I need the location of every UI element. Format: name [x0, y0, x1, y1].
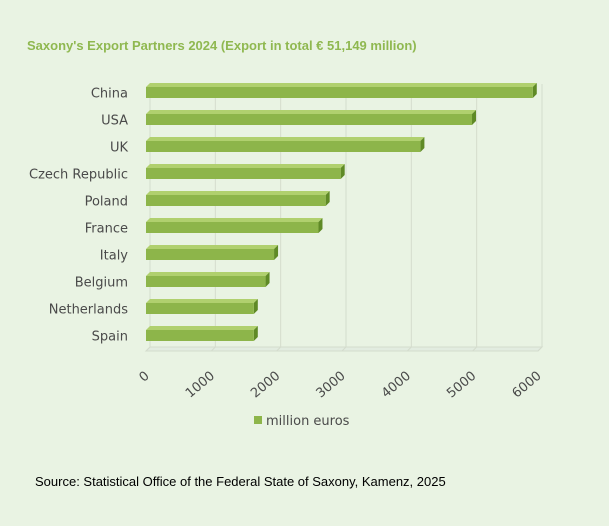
- gridline-depth: [406, 346, 412, 352]
- bar-top: [146, 83, 537, 87]
- category-label: China: [91, 87, 128, 102]
- bar-side: [274, 245, 279, 260]
- bar: [146, 303, 254, 314]
- category-label: Poland: [85, 195, 128, 210]
- x-tick-label: 1000: [183, 369, 218, 402]
- bar: [146, 141, 421, 152]
- gridline-depth: [276, 346, 282, 352]
- gridline-depth: [210, 346, 216, 352]
- gridline-depth: [341, 346, 347, 352]
- category-label: Belgium: [75, 276, 128, 291]
- gridline-depth: [145, 346, 151, 352]
- category-label: UK: [110, 141, 129, 156]
- x-tick-label: 2000: [248, 369, 283, 402]
- bar-side: [340, 164, 345, 179]
- bar-top: [146, 245, 279, 249]
- x-tick-label: 3000: [314, 369, 349, 402]
- bar-side: [472, 110, 477, 125]
- bar: [146, 168, 341, 179]
- legend-label: million euros: [266, 414, 350, 429]
- bar-side: [253, 299, 258, 314]
- x-tick-label: 5000: [444, 369, 479, 402]
- x-tick-label: 6000: [510, 369, 545, 402]
- chart-title: Saxony's Export Partners 2024 (Export in…: [27, 38, 417, 53]
- bar-top: [146, 164, 345, 168]
- bar: [146, 276, 266, 287]
- bar-top: [146, 191, 330, 195]
- bar-top: [146, 137, 425, 141]
- bar-side: [318, 218, 323, 233]
- gridline-depth: [537, 346, 543, 352]
- bar: [146, 114, 473, 125]
- bar-side: [325, 191, 330, 206]
- legend-swatch: [254, 416, 262, 424]
- category-label: Spain: [92, 330, 128, 345]
- bar-top: [146, 299, 258, 303]
- bar: [146, 87, 533, 98]
- bar: [146, 330, 254, 341]
- bar-side: [265, 272, 270, 287]
- category-label: Netherlands: [49, 303, 128, 318]
- x-tick-label: 0: [137, 369, 153, 386]
- bar: [146, 249, 275, 260]
- bar-side: [532, 83, 537, 98]
- bar: [146, 195, 326, 206]
- category-label: Czech Republic: [29, 168, 128, 183]
- bar-side: [420, 137, 425, 152]
- bar-side: [253, 326, 258, 341]
- bar-top: [146, 326, 258, 330]
- bar-top: [146, 272, 270, 276]
- category-label: Italy: [100, 249, 129, 264]
- bar: [146, 222, 319, 233]
- bar-top: [146, 218, 323, 222]
- source-note: Source: Statistical Office of the Federa…: [35, 474, 446, 489]
- category-label: USA: [101, 114, 128, 129]
- bar-top: [146, 110, 477, 114]
- category-label: France: [85, 222, 128, 237]
- gridline-depth: [472, 346, 478, 352]
- x-tick-label: 4000: [379, 369, 414, 402]
